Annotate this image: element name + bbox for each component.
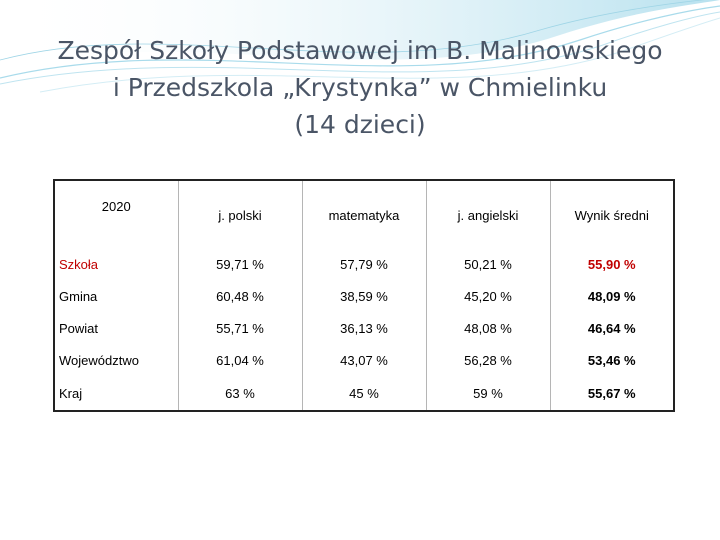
slide-title: Zespół Szkoły Podstawowej im B. Malinows… [0,32,720,143]
row-label: Powiat [53,312,179,345]
row-label: Kraj [53,376,179,413]
cell-math: 43,07 % [302,344,427,377]
results-table: 2020 j. polski matematyka j. angielski W… [53,179,675,413]
row-label: Województwo [53,344,179,377]
header-polish: j. polski [178,179,303,249]
header-wave-decoration [0,0,720,93]
cell-english: 56,28 % [426,344,551,377]
cell-polish: 63 % [178,376,303,413]
table-row-gmina: Gmina 60,48 % 38,59 % 45,20 % 48,09 % [53,280,675,313]
row-label: Gmina [53,280,179,313]
table-row-wojewodztwo: Województwo 61,04 % 43,07 % 56,28 % 53,4… [53,344,675,377]
title-line-1: Zespół Szkoły Podstawowej im B. Malinows… [57,36,663,65]
cell-average: 46,64 % [550,312,675,345]
cell-math: 57,79 % [302,249,427,281]
cell-english: 50,21 % [426,249,551,281]
table-row-powiat: Powiat 55,71 % 36,13 % 48,08 % 46,64 % [53,312,675,345]
header-average: Wynik średni [550,179,675,249]
header-english: j. angielski [426,179,551,249]
cell-average: 55,90 % [550,249,675,281]
cell-polish: 55,71 % [178,312,303,345]
cell-english: 45,20 % [426,280,551,313]
cell-math: 38,59 % [302,280,427,313]
cell-average: 53,46 % [550,344,675,377]
title-line-3: (14 dzieci) [294,110,426,139]
cell-english: 59 % [426,376,551,413]
cell-average: 48,09 % [550,280,675,313]
title-line-2: i Przedszkola „Krystynka” w Chmielinku [112,73,608,102]
table-header-row: 2020 j. polski matematyka j. angielski W… [53,179,675,249]
cell-math: 36,13 % [302,312,427,345]
table-row-kraj: Kraj 63 % 45 % 59 % 55,67 % [53,376,675,413]
cell-polish: 59,71 % [178,249,303,281]
row-label: Szkoła [53,249,179,281]
table-row-szkola: Szkoła 59,71 % 57,79 % 50,21 % 55,90 % [53,249,675,281]
cell-english: 48,08 % [426,312,551,345]
cell-polish: 61,04 % [178,344,303,377]
cell-math: 45 % [302,376,427,413]
cell-polish: 60,48 % [178,280,303,313]
header-math: matematyka [302,179,427,249]
header-year: 2020 [53,179,179,249]
cell-average: 55,67 % [550,376,675,413]
